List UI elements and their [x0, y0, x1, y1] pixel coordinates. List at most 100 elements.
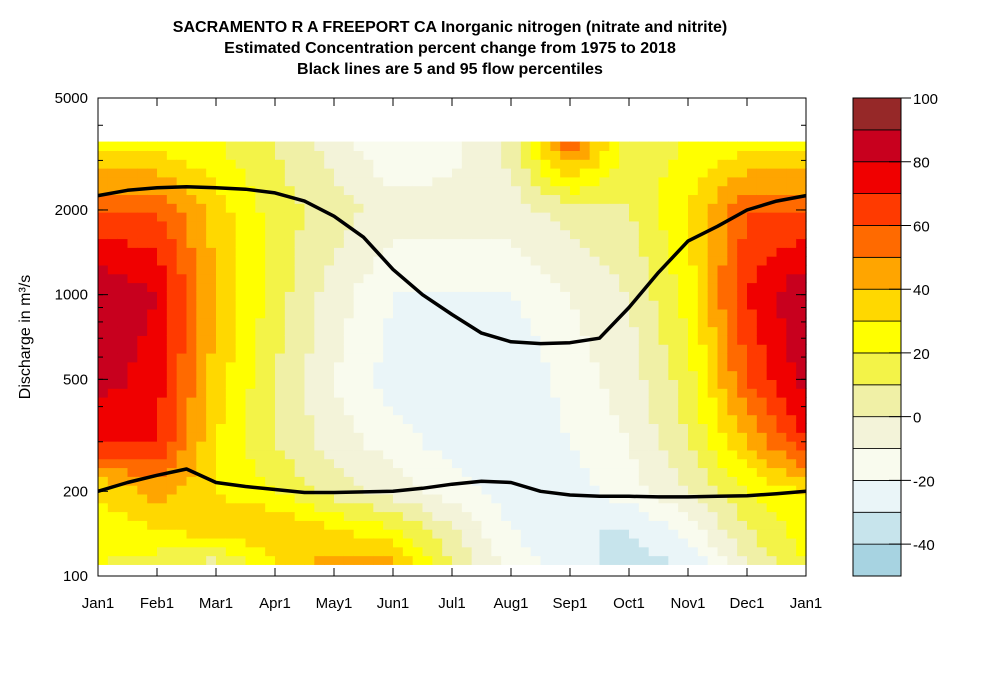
surface-cell	[550, 546, 561, 557]
surface-cell	[756, 467, 768, 477]
surface-cell	[688, 388, 699, 398]
surface-cell	[147, 176, 158, 187]
surface-cell	[107, 449, 119, 460]
surface-cell	[550, 273, 561, 284]
surface-cell	[284, 502, 296, 513]
surface-cell	[471, 159, 483, 169]
surface-cell	[501, 441, 512, 451]
surface-cell	[412, 537, 424, 548]
surface-cell	[166, 423, 178, 433]
surface-cell	[343, 282, 355, 292]
surface-cell	[796, 361, 807, 372]
surface-cell	[530, 555, 542, 565]
surface-cell	[668, 264, 679, 275]
surface-cell	[196, 502, 207, 513]
surface-cell	[491, 361, 502, 372]
surface-cell	[540, 238, 551, 248]
surface-cell	[284, 352, 296, 363]
surface-cell	[442, 185, 453, 196]
surface-cell	[402, 449, 414, 460]
surface-cell	[530, 529, 542, 539]
surface-cell	[107, 247, 119, 257]
surface-cell	[157, 441, 168, 451]
surface-cell	[383, 397, 394, 407]
surface-cell	[255, 141, 266, 151]
surface-cell	[570, 546, 581, 557]
surface-cell	[629, 449, 640, 460]
surface-cell	[225, 546, 237, 557]
surface-cell	[275, 159, 286, 169]
surface-cell	[206, 537, 217, 548]
surface-cell	[383, 300, 394, 310]
surface-cell	[98, 397, 109, 407]
surface-cell	[776, 546, 787, 557]
surface-cell	[363, 264, 374, 275]
surface-cell	[786, 264, 797, 275]
surface-cell	[560, 467, 571, 477]
surface-cell	[658, 141, 669, 151]
surface-cell	[98, 432, 109, 442]
surface-cell	[727, 432, 738, 442]
surface-cell	[225, 194, 237, 204]
surface-cell	[737, 405, 748, 416]
surface-cell	[137, 291, 148, 301]
surface-cell	[98, 150, 109, 160]
surface-cell	[717, 493, 728, 504]
surface-cell	[776, 485, 787, 495]
surface-cell	[511, 282, 522, 292]
surface-cell	[402, 291, 414, 301]
surface-cell	[461, 256, 473, 266]
surface-cell	[786, 546, 797, 557]
surface-cell	[609, 229, 620, 240]
surface-cell	[412, 388, 424, 398]
surface-cell	[206, 220, 217, 231]
surface-cell	[334, 344, 345, 354]
surface-cell	[127, 344, 138, 354]
surface-cell	[697, 352, 709, 363]
surface-cell	[579, 485, 591, 495]
surface-cell	[166, 159, 178, 169]
surface-cell	[393, 520, 404, 530]
surface-cell	[786, 370, 797, 380]
surface-cell	[481, 308, 492, 319]
surface-cell	[442, 361, 453, 372]
surface-cell	[658, 159, 669, 169]
surface-cell	[235, 502, 247, 513]
surface-cell	[530, 150, 542, 160]
surface-cell	[668, 247, 679, 257]
surface-cell	[117, 476, 129, 486]
surface-cell	[560, 458, 571, 469]
surface-cell	[432, 379, 443, 389]
surface-cell	[422, 397, 433, 407]
surface-cell	[511, 388, 522, 398]
surface-cell	[747, 449, 758, 460]
surface-cell	[776, 344, 787, 354]
surface-cell	[550, 335, 561, 345]
surface-cell	[648, 335, 660, 345]
surface-cell	[422, 159, 433, 169]
surface-cell	[314, 326, 325, 336]
surface-cell	[393, 159, 404, 169]
surface-cell	[402, 502, 414, 513]
surface-cell	[747, 352, 758, 363]
surface-cell	[186, 335, 197, 345]
surface-cell	[442, 405, 453, 416]
surface-cell	[589, 194, 601, 204]
colorbar-frame	[852, 97, 902, 577]
surface-cell	[766, 185, 778, 196]
surface-cell	[206, 423, 217, 433]
surface-cell	[471, 141, 483, 151]
surface-cell	[216, 397, 227, 407]
surface-cell	[107, 317, 119, 328]
surface-cell	[373, 370, 384, 380]
surface-cell	[530, 432, 542, 442]
surface-cell	[697, 476, 709, 486]
surface-cell	[393, 414, 404, 425]
surface-cell	[550, 291, 561, 301]
surface-cell	[648, 432, 660, 442]
surface-cell	[678, 220, 689, 231]
surface-cell	[432, 555, 443, 565]
surface-cell	[235, 370, 247, 380]
surface-cell	[147, 352, 158, 363]
surface-cell	[235, 335, 247, 345]
